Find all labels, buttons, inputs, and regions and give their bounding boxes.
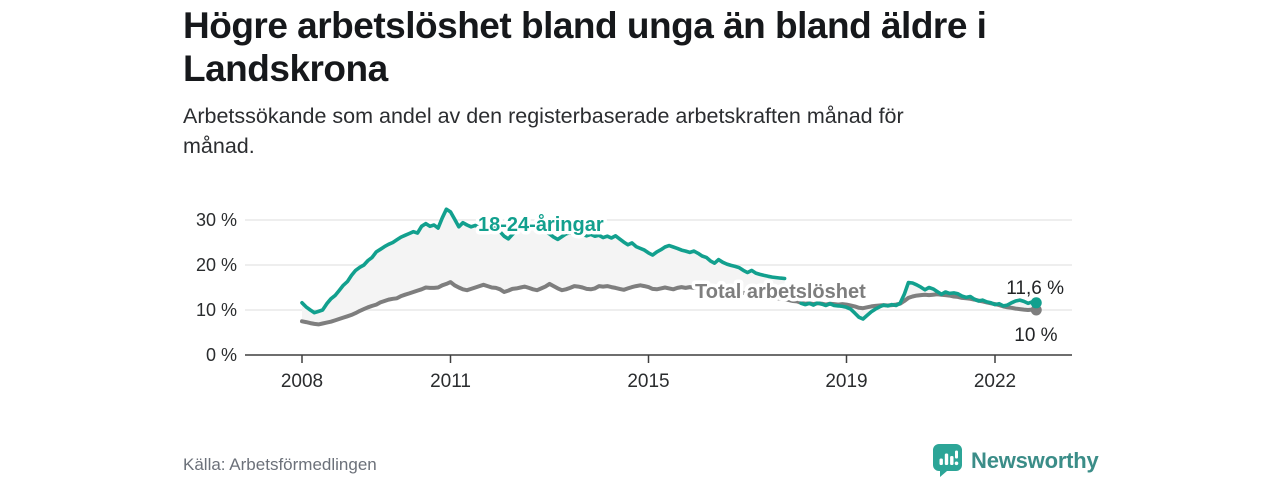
series-end-dot-youth (1030, 297, 1042, 309)
x-tick-label: 2019 (825, 371, 867, 392)
page-subtitle: Arbetssökande som andel av den registerb… (183, 101, 1083, 161)
page-title-line1: Högre arbetslöshet bland unga än bland ä… (183, 5, 987, 46)
x-tick-label: 2008 (281, 371, 323, 392)
page-header: Högre arbetslöshet bland unga än bland ä… (183, 4, 1123, 90)
x-tick-label: 2022 (974, 371, 1016, 392)
page-subtitle-line2: månad. (183, 134, 255, 158)
y-tick-label: 20 % (196, 255, 237, 275)
y-tick-label: 10 % (196, 300, 237, 320)
y-tick-label: 30 % (196, 210, 237, 230)
series-line-total (300, 280, 1039, 327)
newsworthy-logo-icon (933, 444, 962, 477)
end-value-label-total: 10 % (1014, 325, 1057, 346)
page-title-line2: Landskrona (183, 48, 388, 89)
x-tick-label: 2015 (627, 371, 669, 392)
newsworthy-logo: Newsworthy (933, 444, 1099, 477)
series-label-total: Total arbetslöshet (695, 281, 866, 303)
series-line-youth (300, 207, 1039, 321)
page-subtitle-line1: Arbetssökande som andel av den registerb… (183, 104, 904, 128)
page-title: Högre arbetslöshet bland unga än bland ä… (183, 4, 1123, 90)
end-value-label-youth: 11,6 % (1006, 278, 1064, 299)
newsworthy-logo-text: Newsworthy (971, 447, 1099, 473)
y-tick-label: 0 % (206, 345, 237, 365)
source-note: Källa: Arbetsförmedlingen (183, 455, 377, 474)
series-label-youth: 18-24-åringar (478, 213, 604, 236)
area-fill (302, 209, 785, 325)
x-tick-label: 2011 (430, 371, 471, 392)
